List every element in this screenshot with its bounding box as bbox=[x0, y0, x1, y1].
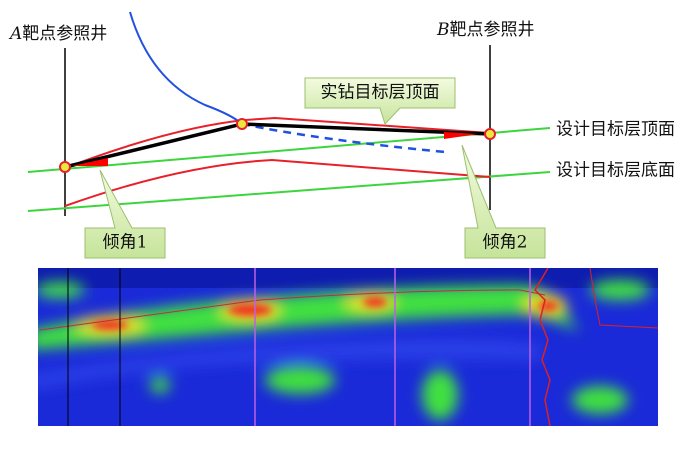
well-a-label: A靶点参照井 bbox=[8, 24, 107, 44]
text: 靶点参照井 bbox=[450, 20, 535, 40]
point bbox=[484, 128, 496, 140]
well-trajectory-planned bbox=[241, 122, 446, 154]
design-bottom-label: 设计目标层底面 bbox=[556, 161, 675, 181]
well-trajectory bbox=[129, 11, 243, 125]
callout-text: 实钻目标层顶面 bbox=[321, 83, 440, 103]
callout-text: 倾角2 bbox=[483, 233, 528, 253]
text: 靶点参照井 bbox=[22, 24, 107, 44]
callout bbox=[461, 144, 546, 259]
callout bbox=[84, 169, 166, 259]
seismic-section bbox=[38, 268, 658, 426]
text: B bbox=[436, 20, 450, 40]
section-diagram: A靶点参照井 B靶点参照井 设计目标层顶面 设计目标层底面 实钻目标层顶面 倾角… bbox=[8, 11, 675, 259]
dip-wedge bbox=[444, 132, 478, 139]
point bbox=[236, 118, 248, 130]
text: A bbox=[8, 24, 22, 44]
horizon bbox=[39, 289, 546, 331]
design-top-label: 设计目标层顶面 bbox=[556, 120, 675, 140]
dip-wedge bbox=[72, 158, 108, 166]
well-b-label: B靶点参照井 bbox=[436, 20, 535, 40]
actual-bottom-red bbox=[64, 158, 491, 207]
point bbox=[59, 161, 71, 173]
log-curve bbox=[534, 268, 551, 426]
log-curve bbox=[589, 268, 658, 329]
callout bbox=[304, 77, 456, 125]
callout-text: 倾角1 bbox=[103, 233, 148, 253]
